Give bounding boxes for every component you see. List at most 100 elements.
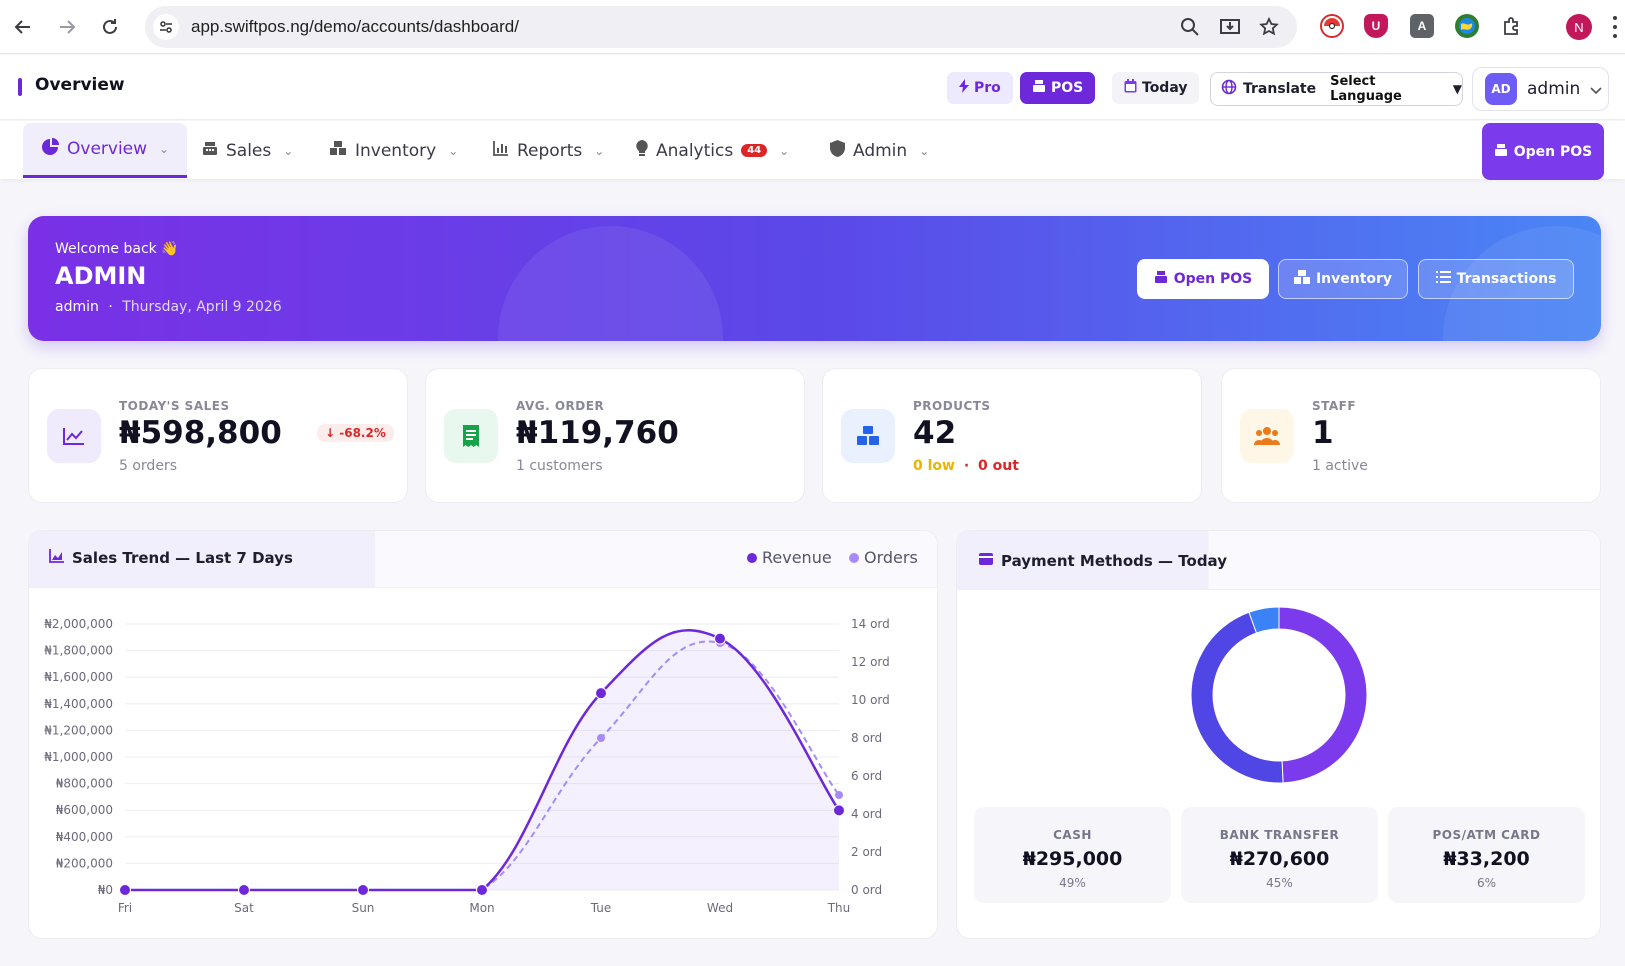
banner-open-pos-button[interactable]: Open POS xyxy=(1137,259,1269,299)
nav-label: Analytics xyxy=(656,140,734,161)
y-left-tick-label: ₦600,000 xyxy=(56,803,113,817)
button-label: Open POS xyxy=(1173,271,1253,287)
welcome-date: Thursday, April 9 2026 xyxy=(122,299,282,315)
low-stock-count: 0 low xyxy=(913,458,955,474)
button-label: Inventory xyxy=(1315,271,1393,287)
x-tick-label: Sat xyxy=(234,901,254,915)
back-icon[interactable] xyxy=(10,14,36,40)
nav-item-overview[interactable]: Overview ⌄ xyxy=(23,123,188,178)
open-pos-nav-button[interactable]: Open POS xyxy=(1482,123,1604,180)
stat-value: 42 xyxy=(913,415,957,451)
payment-value: ₦33,200 xyxy=(1443,848,1530,870)
y-left-tick-label: ₦1,800,000 xyxy=(44,644,113,658)
nav-item-sales[interactable]: Sales ⌄ xyxy=(184,123,311,178)
revenue-point[interactable] xyxy=(238,884,250,896)
orders-point[interactable] xyxy=(835,791,843,799)
nav-item-inventory[interactable]: Inventory ⌄ xyxy=(311,123,476,178)
open-pos-label: Open POS xyxy=(1513,143,1593,160)
stat-value: ₦119,760 xyxy=(516,415,679,451)
stat-sub: 1 customers xyxy=(516,458,603,474)
y-right-tick-label: 4 ord xyxy=(851,807,882,821)
pos-button[interactable]: POS xyxy=(1020,72,1096,104)
pokeball-extension-icon[interactable] xyxy=(1320,14,1344,38)
profile-avatar[interactable]: N xyxy=(1566,14,1592,40)
url-text: app.swiftpos.ng/demo/accounts/dashboard/ xyxy=(191,17,519,36)
user-menu[interactable]: AD admin xyxy=(1472,67,1609,111)
y-left-tick-label: ₦1,200,000 xyxy=(44,723,113,737)
donut-slice-cash[interactable] xyxy=(1278,606,1368,784)
y-right-tick-label: 2 ord xyxy=(851,845,882,859)
analytics-count-badge: 44 xyxy=(741,144,768,157)
user-name: admin xyxy=(1527,79,1581,99)
stat-label: STAFF xyxy=(1312,399,1357,413)
wallet-icon xyxy=(979,552,993,570)
install-app-icon[interactable] xyxy=(1219,16,1241,38)
zoom-icon[interactable] xyxy=(1179,16,1201,38)
decorative-circle xyxy=(498,226,723,341)
stat-value: ₦598,800 xyxy=(119,415,282,451)
y-right-tick-label: 12 ord xyxy=(851,655,890,669)
banner-transactions-button[interactable]: Transactions xyxy=(1418,259,1574,299)
users-icon xyxy=(1240,409,1294,463)
bookmark-star-icon[interactable] xyxy=(1258,16,1280,38)
nav-item-reports[interactable]: Reports ⌄ xyxy=(475,123,622,178)
separator-dot: · xyxy=(963,458,970,474)
x-tick-label: Sun xyxy=(352,901,375,915)
x-tick-label: Wed xyxy=(707,901,733,915)
orders-point[interactable] xyxy=(597,734,605,742)
revenue-point[interactable] xyxy=(476,884,488,896)
donut-slice-bank-transfer[interactable] xyxy=(1190,611,1284,784)
revenue-point[interactable] xyxy=(595,687,607,700)
legend-label: Orders xyxy=(864,548,918,567)
trend-chart-icon xyxy=(47,409,101,463)
forward-icon[interactable] xyxy=(54,14,80,40)
receipt-icon xyxy=(444,409,498,463)
stat-value: 1 xyxy=(1312,415,1334,451)
globe-extension-icon[interactable] xyxy=(1455,14,1479,38)
nav-label: Overview xyxy=(67,139,148,159)
revenue-point[interactable] xyxy=(119,884,131,896)
payment-percent: 49% xyxy=(1059,876,1086,890)
chevron-down-icon: ⌄ xyxy=(159,142,170,156)
extensions-puzzle-icon[interactable] xyxy=(1500,14,1524,38)
donut-slice-pos-atm-card[interactable] xyxy=(1248,606,1280,634)
banner-inventory-button[interactable]: Inventory xyxy=(1278,259,1408,299)
payment-donut-chart xyxy=(1190,606,1368,784)
y-left-tick-label: ₦1,400,000 xyxy=(44,697,113,711)
revenue-point[interactable] xyxy=(714,632,726,645)
list-icon xyxy=(1435,271,1451,287)
y-left-tick-label: ₦1,600,000 xyxy=(44,670,113,684)
orders-series-line xyxy=(125,640,840,891)
payment-percent: 45% xyxy=(1266,876,1293,890)
bar-chart-icon xyxy=(493,140,509,161)
pro-button[interactable]: Pro xyxy=(947,72,1013,104)
language-select[interactable]: Select Language xyxy=(1330,74,1402,104)
card-title: Sales Trend — Last 7 Days xyxy=(49,549,293,567)
payment-value: ₦295,000 xyxy=(1022,848,1123,870)
browser-menu-icon[interactable] xyxy=(1612,16,1618,38)
browser-toolbar: app.swiftpos.ng/demo/accounts/dashboard/… xyxy=(0,0,1625,54)
translate-widget[interactable]: Translate Select Language ▼ xyxy=(1210,72,1463,106)
y-right-tick-label: 0 ord xyxy=(851,883,882,897)
cash-register-icon xyxy=(202,140,218,161)
reload-icon[interactable] xyxy=(97,14,123,40)
today-button[interactable]: Today xyxy=(1112,72,1200,104)
nav-item-analytics[interactable]: Analytics 44 ⌄ xyxy=(618,123,807,178)
ublock-extension-icon[interactable]: U xyxy=(1364,14,1388,38)
y-right-tick-label: 10 ord xyxy=(851,693,890,707)
nav-item-admin[interactable]: Admin ⌄ xyxy=(812,123,947,178)
shield-icon xyxy=(830,139,845,162)
revenue-point[interactable] xyxy=(357,884,369,896)
welcome-banner: Welcome back 👋 ADMIN admin · Thursday, A… xyxy=(28,216,1601,341)
bolt-icon xyxy=(959,79,969,97)
address-bar[interactable]: app.swiftpos.ng/demo/accounts/dashboard/ xyxy=(145,6,1297,48)
lightbulb-icon xyxy=(636,139,648,162)
legend-revenue: Revenue xyxy=(747,548,832,567)
extension-a-icon[interactable]: A xyxy=(1410,14,1434,38)
y-left-tick-label: ₦800,000 xyxy=(56,777,113,791)
sales-trend-chart: ₦0 ₦200,000 ₦400,000 ₦600,000 ₦800,000 ₦1,000… xyxy=(44,617,890,915)
site-settings-icon[interactable] xyxy=(153,14,179,40)
stock-status: 0 low · 0 out xyxy=(913,458,1019,474)
revenue-point[interactable] xyxy=(833,804,845,817)
chart-title: Sales Trend — Last 7 Days xyxy=(72,549,293,567)
